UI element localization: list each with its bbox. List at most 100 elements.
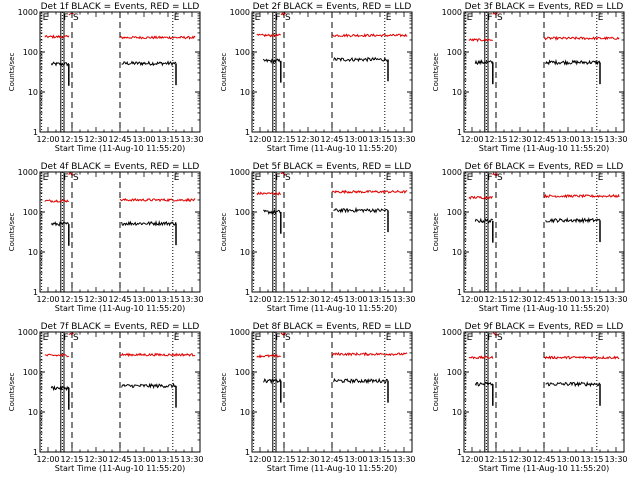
panel-title: Det 6f BLACK = Events, RED = LLD bbox=[465, 162, 624, 172]
y-axis-label: Counts/sec bbox=[8, 373, 16, 412]
x-axis-label: Start Time (11-Aug-10 11:55:20) bbox=[55, 144, 186, 153]
marker-label-0: E bbox=[467, 333, 473, 343]
marker-label-0: E bbox=[467, 173, 473, 183]
x-axis-label: Start Time (11-Aug-10 11:55:20) bbox=[267, 304, 398, 313]
marker-label-1: F bbox=[487, 13, 492, 23]
series-lld-segment-2 bbox=[119, 197, 196, 203]
series-events-segment-1 bbox=[333, 56, 389, 63]
y-tick-label: 10 bbox=[28, 88, 38, 97]
y-tick-label: 100 bbox=[235, 368, 250, 377]
marker-label-4: E bbox=[174, 333, 180, 343]
y-tick-label: 100 bbox=[23, 48, 38, 57]
marker-label-1: F bbox=[63, 333, 68, 343]
y-tick-label: 10 bbox=[452, 248, 462, 257]
series-events-segment-1 bbox=[121, 382, 177, 390]
x-tick-label: 12:15 bbox=[272, 295, 295, 304]
y-tick-label: 1000 bbox=[18, 328, 38, 337]
y-tick-label: 10 bbox=[28, 248, 38, 257]
marker-label-0: E bbox=[43, 13, 49, 23]
y-tick-label: 1 bbox=[457, 448, 462, 457]
y-tick-label: 10 bbox=[452, 88, 462, 97]
marker-label-4: E bbox=[598, 173, 604, 183]
series-events-segment-1 bbox=[333, 377, 389, 385]
x-tick-label: 12:00 bbox=[460, 295, 483, 304]
x-tick-label: 13:00 bbox=[132, 135, 155, 144]
panel-det-8: Det 8f BLACK = Events, RED = LLD Counts/s… bbox=[220, 322, 416, 473]
x-tick-label: 12:00 bbox=[248, 455, 271, 464]
series-events-segment-0 bbox=[50, 221, 69, 227]
x-tick-label: 13:15 bbox=[580, 455, 603, 464]
x-tick-label: 13:15 bbox=[580, 295, 603, 304]
x-tick-label: 12:30 bbox=[508, 455, 531, 464]
series-lld-segment-2 bbox=[119, 352, 196, 358]
y-tick-label: 1 bbox=[245, 448, 250, 457]
marker-label-2: S bbox=[285, 173, 291, 183]
y-tick-label: 10 bbox=[240, 88, 250, 97]
series-lld-segment-1 bbox=[492, 12, 498, 16]
x-tick-label: 12:15 bbox=[272, 455, 295, 464]
y-axis-label: Counts/sec bbox=[432, 213, 440, 252]
y-tick-label: 1 bbox=[33, 288, 38, 297]
x-tick-label: 12:45 bbox=[320, 135, 343, 144]
panel-det-9: Det 9f BLACK = Events, RED = LLD Counts/s… bbox=[432, 322, 628, 473]
marker-label-2: S bbox=[285, 13, 291, 23]
series-lld-segment-0 bbox=[256, 353, 281, 359]
y-tick-label: 100 bbox=[23, 368, 38, 377]
x-axis-label: Start Time (11-Aug-10 11:55:20) bbox=[479, 464, 610, 473]
series-lld-segment-0 bbox=[468, 38, 493, 43]
x-tick-label: 12:15 bbox=[484, 455, 507, 464]
y-tick-label: 1 bbox=[33, 128, 38, 137]
marker-label-4: E bbox=[174, 13, 180, 23]
x-tick-label: 13:00 bbox=[556, 135, 579, 144]
y-tick-label: 10 bbox=[240, 248, 250, 257]
x-tick-label: 12:00 bbox=[36, 295, 59, 304]
x-tick-label: 12:30 bbox=[296, 135, 319, 144]
marker-label-0: E bbox=[255, 173, 261, 183]
series-lld-segment-1 bbox=[280, 12, 286, 16]
x-axis-label: Start Time (11-Aug-10 11:55:20) bbox=[55, 304, 186, 313]
series-events-segment-1 bbox=[545, 217, 601, 224]
panel-title: Det 3f BLACK = Events, RED = LLD bbox=[465, 2, 624, 12]
marker-label-2: S bbox=[73, 13, 79, 23]
x-tick-label: 12:15 bbox=[60, 455, 83, 464]
x-tick-label: 13:15 bbox=[156, 455, 179, 464]
x-tick-label: 13:30 bbox=[392, 455, 415, 464]
x-tick-label: 12:45 bbox=[108, 455, 131, 464]
x-tick-label: 12:00 bbox=[248, 135, 271, 144]
x-tick-label: 12:00 bbox=[36, 455, 59, 464]
panel-det-2: Det 2f BLACK = Events, RED = LLD Counts/s… bbox=[220, 2, 416, 153]
y-axis-label: Counts/sec bbox=[220, 53, 228, 92]
marker-label-0: E bbox=[467, 13, 473, 23]
marker-label-2: S bbox=[497, 13, 503, 23]
series-events-segment-0 bbox=[50, 384, 70, 392]
y-axis-label: Counts/sec bbox=[220, 373, 228, 412]
panel-det-3: Det 3f BLACK = Events, RED = LLD Counts/s… bbox=[432, 2, 628, 153]
series-lld-segment-1 bbox=[68, 172, 74, 176]
x-tick-label: 12:30 bbox=[84, 455, 107, 464]
x-tick-label: 13:30 bbox=[392, 295, 415, 304]
y-tick-label: 1000 bbox=[442, 328, 462, 337]
panel-det-4: Det 4f BLACK = Events, RED = LLD Counts/s… bbox=[8, 162, 204, 313]
panel-title: Det 8f BLACK = Events, RED = LLD bbox=[253, 322, 412, 332]
x-tick-label: 12:45 bbox=[108, 135, 131, 144]
marker-label-2: S bbox=[73, 173, 79, 183]
x-axis-label: Start Time (11-Aug-10 11:55:20) bbox=[479, 304, 610, 313]
x-tick-label: 12:45 bbox=[320, 295, 343, 304]
marker-label-1: F bbox=[275, 333, 280, 343]
series-lld-segment-2 bbox=[543, 193, 620, 199]
series-events-segment-0 bbox=[474, 217, 494, 224]
series-lld-segment-0 bbox=[468, 195, 493, 200]
series-events-segment-0 bbox=[262, 378, 282, 385]
y-tick-label: 1000 bbox=[18, 8, 38, 17]
y-tick-label: 1 bbox=[33, 448, 38, 457]
x-tick-label: 13:30 bbox=[604, 455, 627, 464]
panel-det-5: Det 5f BLACK = Events, RED = LLD Counts/s… bbox=[220, 162, 416, 313]
marker-label-1: F bbox=[487, 333, 492, 343]
y-tick-label: 10 bbox=[452, 408, 462, 417]
x-tick-label: 13:00 bbox=[344, 295, 367, 304]
series-events-segment-1 bbox=[545, 381, 601, 388]
series-events-segment-0 bbox=[262, 58, 281, 65]
marker-label-2: S bbox=[497, 333, 503, 343]
series-lld-segment-0 bbox=[468, 355, 494, 360]
